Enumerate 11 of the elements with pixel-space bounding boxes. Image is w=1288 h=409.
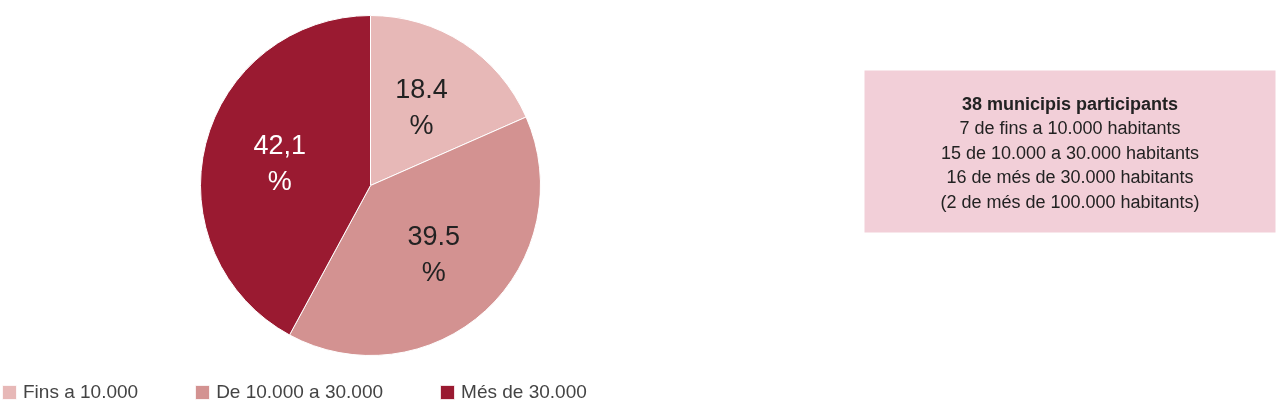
- text: 16 de més de 30.000 habitants: [946, 167, 1194, 187]
- data-label: 42,1 %: [253, 129, 307, 196]
- text: 38 municipis participants: [961, 93, 1179, 114]
- text: 15 de 10.000 a 30.000 habitants: [940, 142, 1200, 163]
- data-label: 18.4 %: [395, 74, 448, 141]
- text: 7 de fins a 10.000 habitants: [959, 118, 1181, 138]
- text: (2 de més de 100.000 habitants): [940, 191, 1200, 212]
- data-label: 39.5 %: [407, 221, 461, 288]
- legend-label: De 10.000 a 30.000: [216, 381, 384, 403]
- legend-label: Més de 30.000: [461, 381, 587, 403]
- legend-label: Fins a 10.000: [23, 381, 139, 403]
